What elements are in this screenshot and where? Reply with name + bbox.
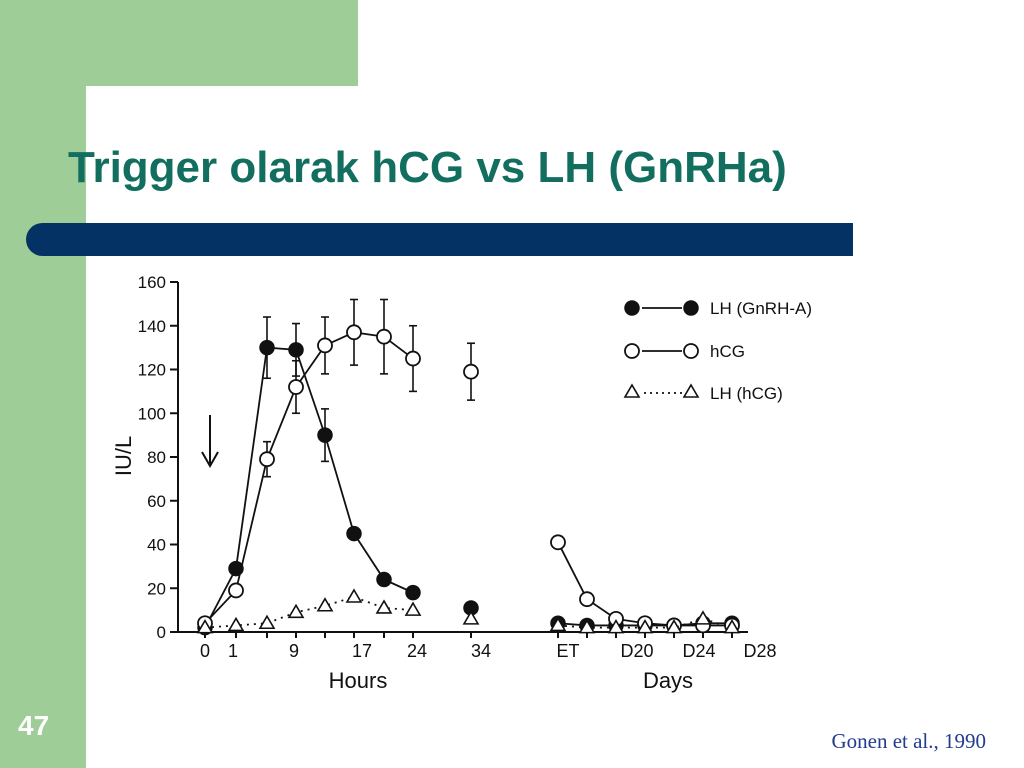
- x-tick-label: 24: [407, 641, 427, 661]
- x-tick-label: 1: [228, 641, 238, 661]
- data-point: [317, 427, 333, 443]
- content-panel: [86, 86, 1024, 768]
- trigger-arrow-icon: [201, 415, 219, 469]
- data-point: [463, 363, 479, 380]
- legend-label-lh-hcg: LH (hCG): [710, 384, 783, 403]
- data-point: [259, 451, 275, 468]
- legend-entry-lh-hcg: LH (hCG): [623, 383, 783, 403]
- x-tick-label: 34: [471, 641, 491, 661]
- data-point: [723, 619, 741, 634]
- x-tick-label: D24: [682, 641, 715, 661]
- data-point: [636, 619, 654, 634]
- y-tick-label: 20: [147, 579, 166, 598]
- slide-title: Trigger olarak hCG vs LH (GnRHa): [68, 143, 787, 192]
- data-point: [259, 339, 275, 356]
- data-point: [405, 584, 421, 601]
- y-tick-label: 100: [138, 404, 166, 423]
- y-tick-label: 60: [147, 492, 166, 511]
- data-point: [196, 619, 214, 634]
- y-tick-label: 0: [157, 623, 166, 642]
- data-point: [345, 588, 363, 603]
- data-point: [258, 614, 276, 630]
- data-point: [346, 525, 362, 542]
- series-line: [204, 346, 414, 629]
- data-point: [227, 616, 245, 632]
- data-point: [694, 610, 712, 625]
- data-point: [317, 337, 333, 354]
- x-axis-title-days: Days: [643, 668, 693, 693]
- top-green-block: [0, 0, 358, 86]
- x-tick-label: D28: [743, 641, 776, 661]
- data-point: [375, 599, 393, 614]
- x-tick-label: ET: [556, 641, 579, 661]
- y-tick-label: 40: [147, 536, 166, 555]
- legend-entry-lh-gnrha: LH (GnRH-A): [624, 299, 812, 318]
- x-tick-label: 0: [200, 641, 210, 661]
- y-tick-label: 160: [138, 273, 166, 292]
- x-tick-label: D20: [620, 641, 653, 661]
- x-tick-label: 17: [352, 641, 372, 661]
- legend-entry-hcg: hCG: [624, 342, 745, 361]
- data-point: [665, 619, 683, 634]
- legend-label-hcg: hCG: [710, 342, 745, 361]
- series-lh-hcg: [196, 588, 741, 634]
- chart-legend: LH (GnRH-A) hCG LH (hCG): [623, 299, 812, 403]
- data-point: [228, 582, 244, 599]
- page-number: 47: [18, 710, 50, 741]
- data-point: [549, 616, 567, 632]
- y-ticks: 0 20 40 60 80 100 120 140 160: [138, 273, 178, 642]
- x-axis-title-hours: Hours: [329, 668, 388, 693]
- title-underline-bar: [26, 223, 853, 256]
- data-point: [579, 591, 595, 608]
- data-point: [578, 619, 596, 634]
- legend-label-lh-gnrha: LH (GnRH-A): [710, 299, 812, 318]
- data-point: [316, 597, 334, 612]
- x-ticks: 0 1 9 17 24 34 ET D20 D24 D28: [200, 632, 777, 661]
- y-axis-title: IU/L: [111, 436, 136, 476]
- y-tick-label: 80: [147, 448, 166, 467]
- data-point: [288, 342, 304, 358]
- series-layer: [196, 298, 741, 636]
- data-point: [550, 534, 566, 551]
- data-point: [405, 350, 421, 367]
- data-point: [287, 603, 305, 619]
- data-point: [376, 571, 392, 588]
- sidebar-strip: [0, 0, 86, 768]
- citation: Gonen et al., 1990: [831, 729, 986, 753]
- x-tick-label: 9: [289, 641, 299, 661]
- data-point: [376, 328, 392, 345]
- series-line: [204, 596, 414, 629]
- series-line: [557, 541, 732, 627]
- data-point: [607, 619, 625, 634]
- data-point: [462, 610, 480, 625]
- data-point: [288, 379, 304, 395]
- data-point: [404, 601, 422, 616]
- y-tick-label: 140: [138, 317, 166, 336]
- data-point: [346, 324, 362, 341]
- y-tick-label: 120: [138, 361, 166, 380]
